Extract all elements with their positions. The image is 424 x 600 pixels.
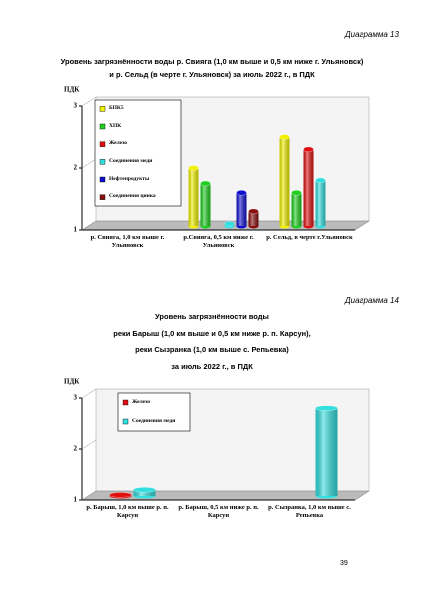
bar-top [200,180,211,187]
y-tick-label: 1 [74,226,78,234]
y-tick-label: 2 [74,445,78,453]
chart-title: реки Сызранка (1,0 км выше с. Репьевка) [135,345,289,354]
legend-label: Железо [132,398,151,405]
bar-top [315,177,326,184]
bar-shade [279,137,290,226]
legend-box [117,392,191,432]
bar-top [303,146,314,153]
legend-label: БПК5 [109,104,124,111]
x-tick-label: р.Свияга, 0,5 км ниже г. Ульяновск [183,234,254,249]
chart-title: реки Барыш (1,0 км выше и 0,5 км ниже р.… [113,328,311,338]
chart-title: и р. Сельд (в черте г. Ульяновск) за июл… [109,70,315,79]
x-tick-label: р. Свияга, 1,0 км выше г. Ульяновск [90,234,165,249]
chart-title: Уровень загрязнённости воды р. Свияга (1… [60,57,364,66]
bar-top [279,134,290,140]
legend-label: Железо [109,140,128,147]
legend-swatch [99,176,106,183]
legend-swatch [99,194,106,200]
grid-line [81,220,97,231]
bar-top [315,405,338,411]
bar-shade [248,211,259,226]
page-number: 39 [340,560,348,567]
bar-top [291,190,302,196]
legend-box [94,99,182,207]
x-tick-label: р. Барыш, 1,0 км выше р. п. Карсун [86,504,169,519]
grid-line [81,158,97,169]
bar-top [188,165,199,171]
bar-shade [188,168,199,226]
y-axis-label: ПДК [64,378,80,386]
legend-label: Соединения меди [132,417,176,424]
grid-line [81,439,97,450]
bar-shade [133,489,156,496]
legend-label: Соединения меди [109,157,153,164]
grid-line [81,96,97,107]
bar-top [133,487,156,493]
diagram-caption: Диаграмма 13 [345,30,399,39]
chart-title: Уровень загрязнённости воды [155,312,269,321]
bar-top [109,492,132,498]
legend-swatch [122,399,129,406]
y-tick-label: 3 [74,394,78,402]
grid-line [81,490,97,501]
legend-swatch [122,418,129,425]
y-tick-label: 1 [74,496,78,504]
y-tick-label: 2 [74,164,78,172]
legend-swatch [99,106,106,112]
bar-shade [200,183,211,226]
grid-line [81,388,97,399]
x-tick-label: р. Сызранка, 1,0 км выше с. Репьевка [268,504,351,519]
bar-shade [315,180,326,226]
bar-shade [291,192,302,226]
legend-swatch [99,141,106,147]
bar-shade [315,408,338,496]
x-tick-label: р. Барыш, 0,5 км ниже р. п. Карсун [178,504,259,519]
bar-shade [236,192,247,226]
diagram-caption: Диаграмма 14 [345,296,399,305]
bar-top [236,190,247,196]
y-tick-label: 3 [74,102,78,110]
legend-label: ХПК [109,122,122,129]
legend-label: Нефтепродукты [109,175,150,182]
y-axis-label: ПДК [64,86,80,94]
bar-top [248,208,259,215]
bar-shade [303,149,314,226]
legend-swatch [99,123,106,130]
bar-top [224,221,235,227]
x-tick-label: р. Сельд, в черте г.Ульяновск [266,234,353,241]
legend-swatch [99,159,106,165]
legend-label: Соединения цинка [109,193,156,200]
chart-title: за июль 2022 г., в ПДК [171,361,253,371]
